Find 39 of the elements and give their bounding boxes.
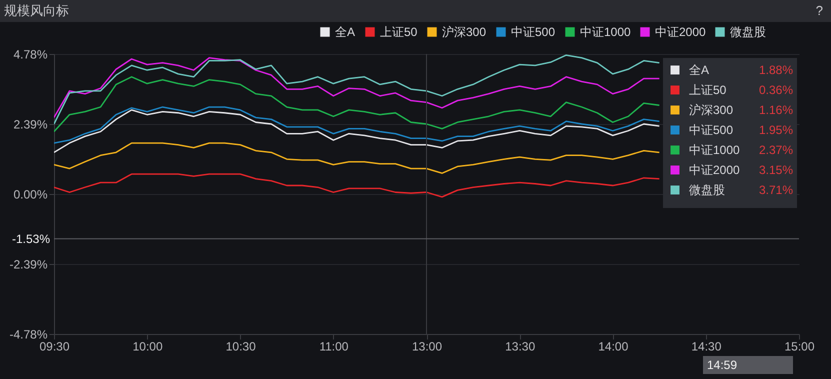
legend-label: 全A bbox=[689, 63, 710, 77]
x-tick-label: 14:30 bbox=[691, 340, 722, 354]
x-tick-label: 10:30 bbox=[226, 340, 256, 354]
legend-label: 微盘股 bbox=[689, 183, 725, 197]
chart-title: 规模风向标 bbox=[4, 3, 69, 18]
text: 中证2000 bbox=[689, 163, 740, 177]
text: 沪深300 bbox=[442, 25, 486, 39]
x-tick-label: 14:00 bbox=[598, 340, 629, 354]
x-tick-label: 13:00 bbox=[412, 340, 442, 354]
text: 14:59 bbox=[707, 358, 738, 372]
text: 中证1000 bbox=[580, 25, 631, 39]
legend-label: 中证2000 bbox=[655, 25, 706, 39]
annotation: 3.71% bbox=[758, 183, 794, 197]
ref-line-label: -1.53% bbox=[12, 232, 50, 246]
annotation: 0.36% bbox=[758, 83, 794, 97]
y-tick-label: -2.39% bbox=[9, 258, 48, 272]
legend-label: 中证1000 bbox=[689, 143, 740, 157]
x-tick-label: 10:00 bbox=[132, 340, 163, 354]
text: ? bbox=[816, 2, 823, 20]
text: 上证50 bbox=[380, 25, 418, 39]
text: 中证500 bbox=[511, 25, 556, 39]
legend-label: 中证500 bbox=[689, 123, 734, 137]
legend-label: 沪深300 bbox=[689, 103, 734, 117]
y-tick-label: 4.78% bbox=[13, 48, 48, 62]
annotation: 3.15% bbox=[758, 163, 794, 177]
x-tick-label: 11:00 bbox=[319, 340, 349, 354]
y-tick-label: 2.39% bbox=[13, 118, 48, 132]
annotation: 1.16% bbox=[758, 103, 794, 117]
x-tick-label: 15:00 bbox=[784, 340, 815, 354]
text: 微盘股 bbox=[730, 25, 766, 39]
x-tick-label: 13:30 bbox=[505, 340, 536, 354]
legend-label: 上证50 bbox=[689, 83, 727, 97]
annotation: 2.37% bbox=[758, 143, 794, 157]
text: 全A bbox=[335, 25, 356, 39]
y-tick-label: -4.78% bbox=[9, 328, 48, 342]
annotation: 1.95% bbox=[758, 123, 794, 137]
annotation: 1.88% bbox=[758, 63, 794, 77]
x-tick-label: 09:30 bbox=[39, 340, 70, 354]
y-tick-label: 0.00% bbox=[13, 188, 48, 202]
